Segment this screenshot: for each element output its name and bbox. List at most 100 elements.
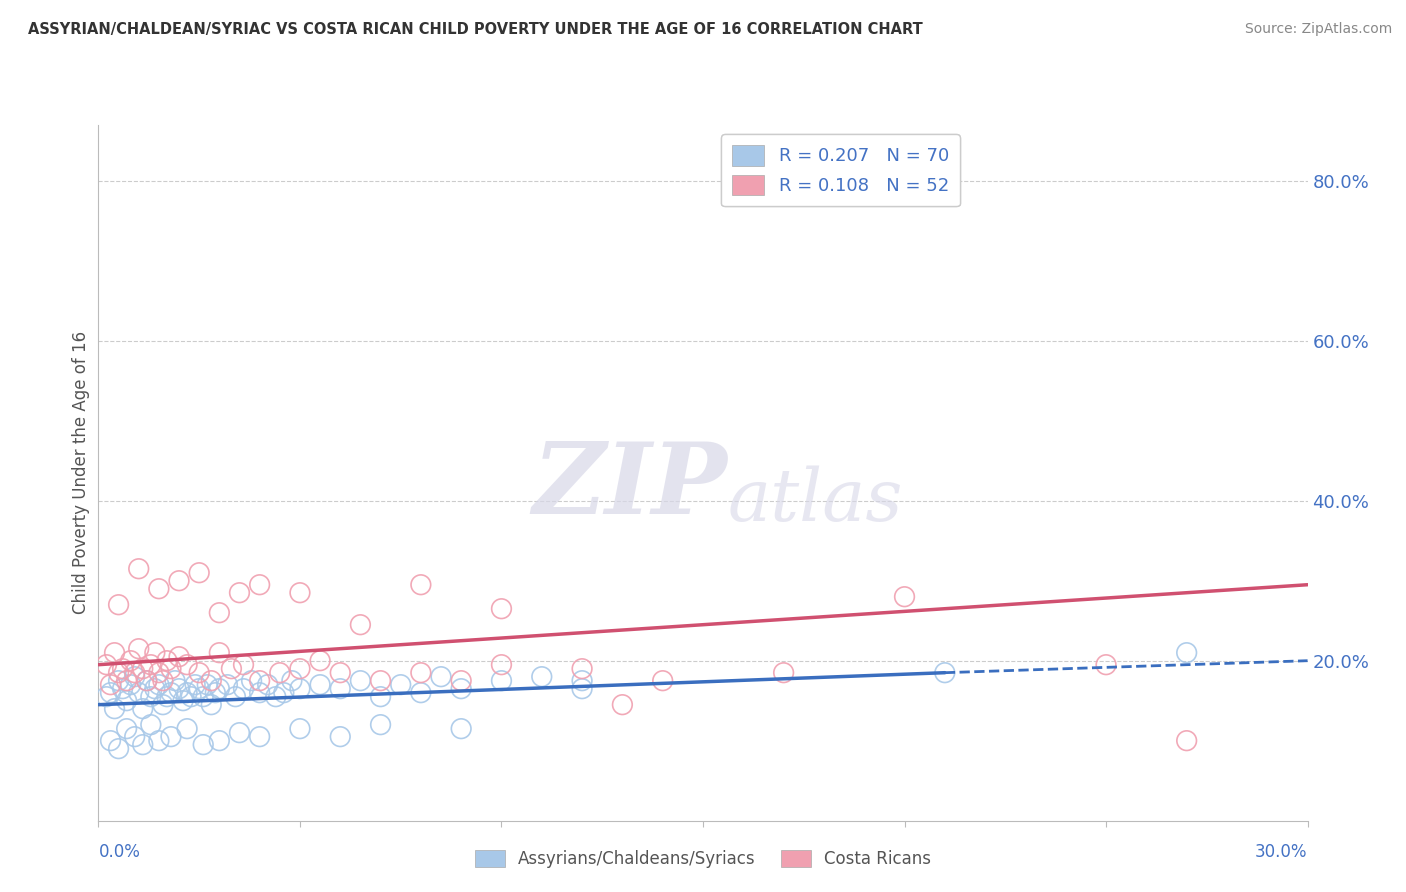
Y-axis label: Child Poverty Under the Age of 16: Child Poverty Under the Age of 16 — [72, 331, 90, 615]
Point — [124, 665, 146, 680]
Point — [107, 665, 129, 680]
Point — [176, 686, 198, 700]
Point — [132, 738, 155, 752]
Point — [156, 690, 179, 704]
Point — [491, 657, 513, 672]
Point — [249, 673, 271, 688]
Point — [893, 590, 915, 604]
Point — [195, 678, 218, 692]
Point — [193, 738, 215, 752]
Point — [530, 670, 553, 684]
Text: Source: ZipAtlas.com: Source: ZipAtlas.com — [1244, 22, 1392, 37]
Point — [204, 686, 226, 700]
Point — [349, 617, 371, 632]
Point — [111, 681, 134, 696]
Point — [430, 670, 453, 684]
Point — [139, 657, 162, 672]
Point — [329, 665, 352, 680]
Point — [100, 678, 122, 692]
Point — [389, 678, 412, 692]
Point — [128, 562, 150, 576]
Point — [269, 665, 291, 680]
Point — [160, 730, 183, 744]
Point — [120, 678, 142, 692]
Point — [135, 673, 157, 688]
Point — [200, 698, 222, 712]
Point — [221, 662, 243, 676]
Point — [111, 662, 134, 676]
Point — [491, 673, 513, 688]
Point — [184, 678, 207, 692]
Point — [188, 665, 211, 680]
Point — [128, 686, 150, 700]
Point — [115, 673, 138, 688]
Point — [409, 665, 432, 680]
Legend: R = 0.207   N = 70, R = 0.108   N = 52: R = 0.207 N = 70, R = 0.108 N = 52 — [721, 134, 960, 206]
Point — [176, 722, 198, 736]
Point — [152, 673, 174, 688]
Point — [256, 678, 278, 692]
Point — [208, 681, 231, 696]
Point — [156, 654, 179, 668]
Point — [100, 733, 122, 747]
Point — [450, 681, 472, 696]
Point — [115, 722, 138, 736]
Point — [160, 662, 183, 676]
Point — [148, 678, 170, 692]
Point — [128, 641, 150, 656]
Text: ZIP: ZIP — [533, 439, 727, 535]
Point — [370, 717, 392, 731]
Point — [208, 733, 231, 747]
Point — [309, 654, 332, 668]
Point — [934, 665, 956, 680]
Point — [100, 686, 122, 700]
Text: atlas: atlas — [727, 466, 903, 536]
Text: 30.0%: 30.0% — [1256, 843, 1308, 861]
Point — [228, 585, 250, 599]
Legend: Assyrians/Chaldeans/Syriacs, Costa Ricans: Assyrians/Chaldeans/Syriacs, Costa Rican… — [468, 843, 938, 875]
Point — [450, 722, 472, 736]
Point — [349, 673, 371, 688]
Point — [167, 649, 190, 664]
Point — [120, 654, 142, 668]
Point — [249, 686, 271, 700]
Point — [124, 670, 146, 684]
Point — [167, 574, 190, 588]
Point — [176, 657, 198, 672]
Point — [1095, 657, 1118, 672]
Point — [249, 578, 271, 592]
Text: 0.0%: 0.0% — [98, 843, 141, 861]
Point — [96, 690, 118, 704]
Point — [409, 578, 432, 592]
Point — [124, 730, 146, 744]
Point — [115, 694, 138, 708]
Point — [143, 681, 166, 696]
Point — [288, 662, 311, 676]
Point — [273, 686, 295, 700]
Point — [571, 673, 593, 688]
Point — [107, 673, 129, 688]
Point — [370, 690, 392, 704]
Point — [107, 598, 129, 612]
Point — [612, 698, 634, 712]
Point — [143, 646, 166, 660]
Point — [240, 673, 263, 688]
Point — [288, 585, 311, 599]
Point — [571, 681, 593, 696]
Point — [1175, 646, 1198, 660]
Point — [148, 582, 170, 596]
Point — [163, 673, 186, 688]
Point — [172, 694, 194, 708]
Point — [224, 690, 246, 704]
Point — [200, 673, 222, 688]
Point — [107, 741, 129, 756]
Text: ASSYRIAN/CHALDEAN/SYRIAC VS COSTA RICAN CHILD POVERTY UNDER THE AGE OF 16 CORREL: ASSYRIAN/CHALDEAN/SYRIAC VS COSTA RICAN … — [28, 22, 922, 37]
Point — [132, 701, 155, 715]
Point — [409, 686, 432, 700]
Point — [208, 606, 231, 620]
Point — [450, 673, 472, 688]
Point — [772, 665, 794, 680]
Point — [135, 673, 157, 688]
Point — [288, 681, 311, 696]
Point — [571, 662, 593, 676]
